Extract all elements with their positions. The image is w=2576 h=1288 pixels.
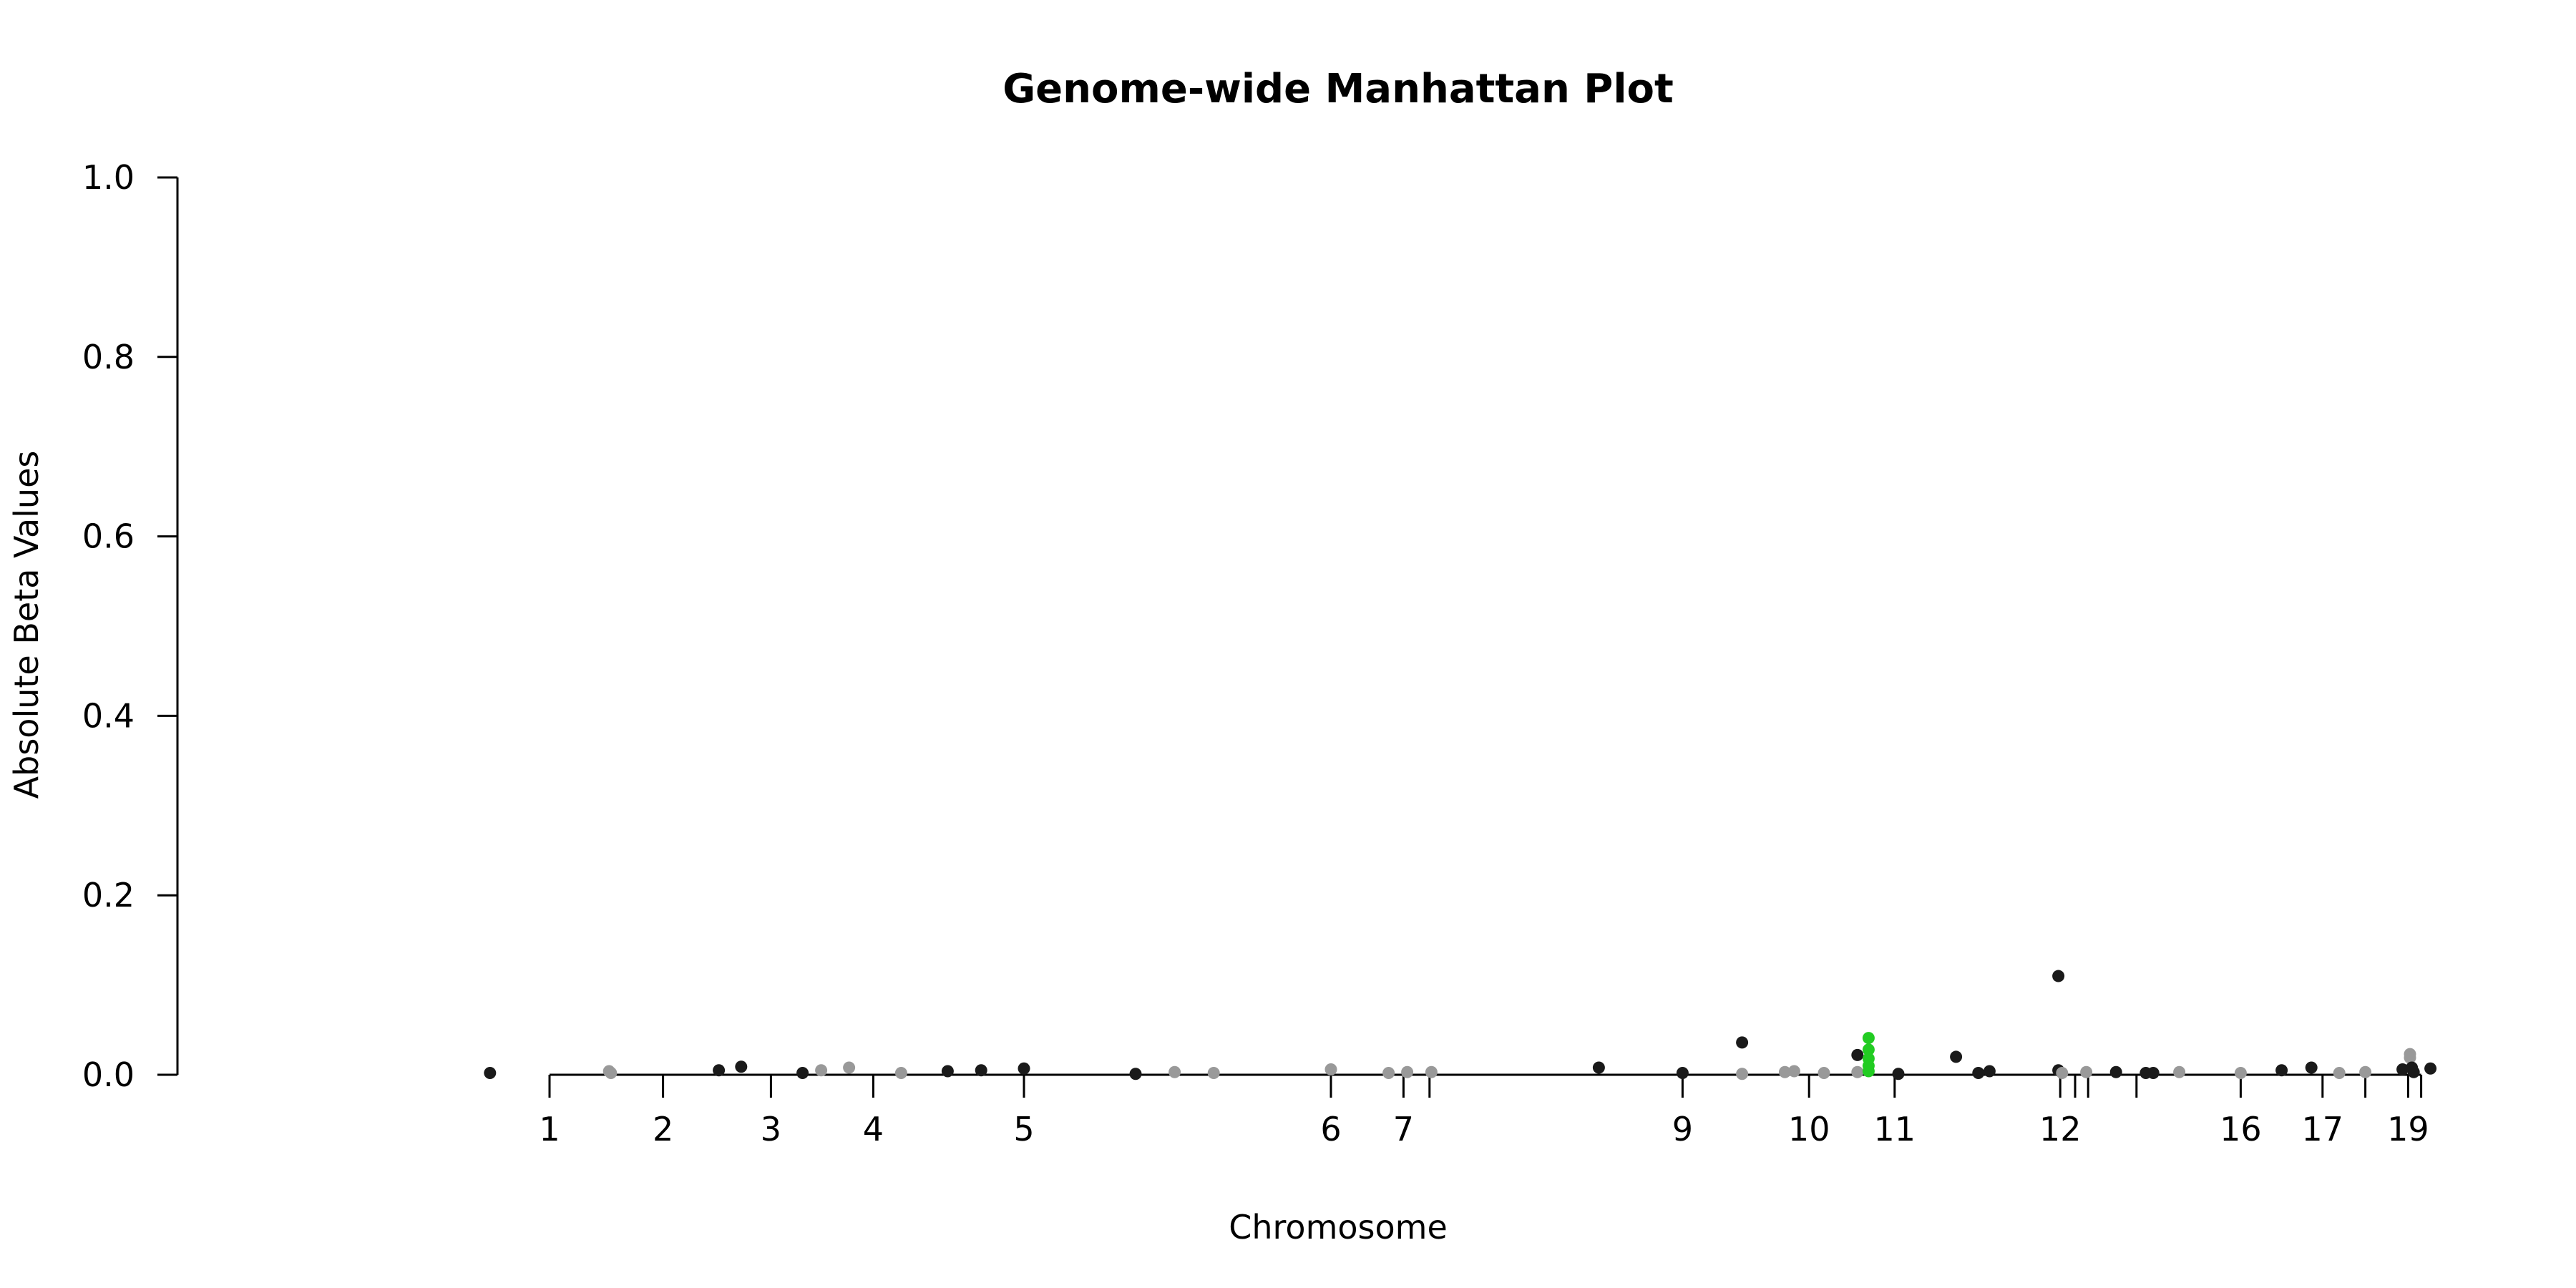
snp-point (1778, 1065, 1791, 1078)
snp-point (1207, 1066, 1220, 1079)
snp-point (2404, 1051, 2416, 1064)
snp-point (2275, 1064, 2288, 1077)
x-tick-label: 12 (2039, 1110, 2082, 1148)
snp-point (2080, 1065, 2093, 1078)
data-points (484, 970, 2437, 1080)
snp-point (1818, 1066, 1830, 1079)
snp-point (1018, 1062, 1030, 1075)
y-tick-label: 1.0 (82, 158, 135, 197)
snp-point (843, 1061, 856, 1074)
snp-point (1169, 1065, 1181, 1078)
x-tick-label: 17 (2302, 1110, 2344, 1148)
snp-point (1676, 1066, 1689, 1079)
snp-point (1129, 1068, 1142, 1080)
y-axis: 0.0 0.2 0.4 0.6 0.8 1.0 (82, 158, 179, 1094)
y-tick-label: 0.8 (82, 338, 135, 376)
x-tick-label: 9 (1672, 1110, 1693, 1148)
x-tick-label: 19 (2387, 1110, 2429, 1148)
snp-point (1972, 1066, 1985, 1079)
snp-point (1983, 1065, 1996, 1078)
x-tick-label: 10 (1788, 1110, 1830, 1148)
snp-point (735, 1060, 748, 1073)
snp-point (1425, 1065, 1438, 1078)
snp-point (1592, 1061, 1605, 1074)
snp-point (713, 1064, 726, 1077)
snp-point (1892, 1068, 1905, 1080)
snp-point (2109, 1065, 2122, 1078)
highlighted-snp-point (1862, 1043, 1875, 1056)
snp-point (894, 1066, 907, 1079)
x-tick-label: 4 (863, 1110, 884, 1148)
snp-point (2234, 1066, 2247, 1079)
snp-point (2056, 1066, 2069, 1079)
snp-point (2305, 1061, 2318, 1074)
x-axis-label: Chromosome (1229, 1208, 1448, 1246)
snp-point (2333, 1066, 2346, 1079)
snp-point (975, 1064, 987, 1077)
snp-point (2147, 1066, 2160, 1079)
snp-point (796, 1066, 809, 1079)
snp-point (2052, 970, 2065, 982)
x-tick-label: 2 (653, 1110, 673, 1148)
highlighted-snp-point (1862, 1032, 1875, 1045)
snp-point (2396, 1063, 2409, 1075)
y-tick-label: 0.6 (82, 517, 135, 556)
snp-point (1851, 1065, 1864, 1078)
snp-point (1950, 1050, 1963, 1063)
x-tick-label: 7 (1393, 1110, 1414, 1148)
x-tick-label: 5 (1013, 1110, 1034, 1148)
snp-point (2407, 1065, 2420, 1078)
snp-point (1851, 1048, 1864, 1061)
x-tick-label: 16 (2220, 1110, 2262, 1148)
y-axis-label: Absolute Beta Values (7, 451, 46, 799)
snp-point (815, 1064, 828, 1077)
x-tick-label: 6 (1320, 1110, 1341, 1148)
y-tick-label: 0.0 (82, 1055, 135, 1094)
snp-point (605, 1066, 618, 1079)
snp-point (1401, 1065, 1414, 1078)
snp-point (941, 1065, 954, 1078)
x-tick-label: 11 (1874, 1110, 1916, 1148)
snp-point (2173, 1065, 2186, 1078)
snp-point (484, 1066, 497, 1079)
x-tick-label: 3 (761, 1110, 781, 1148)
y-tick-label: 0.2 (82, 876, 135, 914)
highlighted-snp-point (1862, 1065, 1875, 1078)
y-tick-label: 0.4 (82, 696, 135, 735)
snp-point (2359, 1065, 2372, 1078)
snp-point (2424, 1062, 2437, 1075)
snp-point (1382, 1066, 1395, 1079)
snp-point (1787, 1065, 1800, 1078)
snp-point (1324, 1063, 1337, 1075)
x-axis: 1 2 3 4 5 6 7 9 10 11 12 16 17 19 (539, 1073, 2429, 1148)
snp-point (1736, 1068, 1749, 1080)
x-tick-label: 1 (539, 1110, 560, 1148)
snp-point (1736, 1036, 1749, 1049)
chart-title: Genome-wide Manhattan Plot (1002, 66, 1674, 112)
